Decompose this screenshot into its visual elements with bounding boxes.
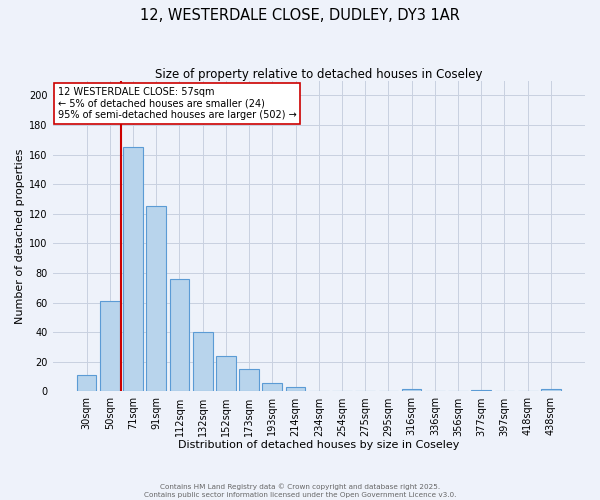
Title: Size of property relative to detached houses in Coseley: Size of property relative to detached ho…	[155, 68, 482, 80]
Bar	[100, 301, 119, 392]
Bar	[146, 206, 166, 392]
Text: Contains HM Land Registry data © Crown copyright and database right 2025.
Contai: Contains HM Land Registry data © Crown c…	[144, 484, 456, 498]
Bar	[262, 382, 282, 392]
Bar	[472, 390, 491, 392]
Bar	[77, 375, 97, 392]
Bar	[239, 370, 259, 392]
Text: 12 WESTERDALE CLOSE: 57sqm
← 5% of detached houses are smaller (24)
95% of semi-: 12 WESTERDALE CLOSE: 57sqm ← 5% of detac…	[58, 86, 296, 120]
Bar	[541, 388, 561, 392]
Bar	[402, 388, 421, 392]
Bar	[286, 387, 305, 392]
Bar	[170, 279, 190, 392]
Bar	[123, 147, 143, 392]
Bar	[216, 356, 236, 392]
Text: 12, WESTERDALE CLOSE, DUDLEY, DY3 1AR: 12, WESTERDALE CLOSE, DUDLEY, DY3 1AR	[140, 8, 460, 22]
Y-axis label: Number of detached properties: Number of detached properties	[15, 148, 25, 324]
Bar	[193, 332, 212, 392]
X-axis label: Distribution of detached houses by size in Coseley: Distribution of detached houses by size …	[178, 440, 460, 450]
